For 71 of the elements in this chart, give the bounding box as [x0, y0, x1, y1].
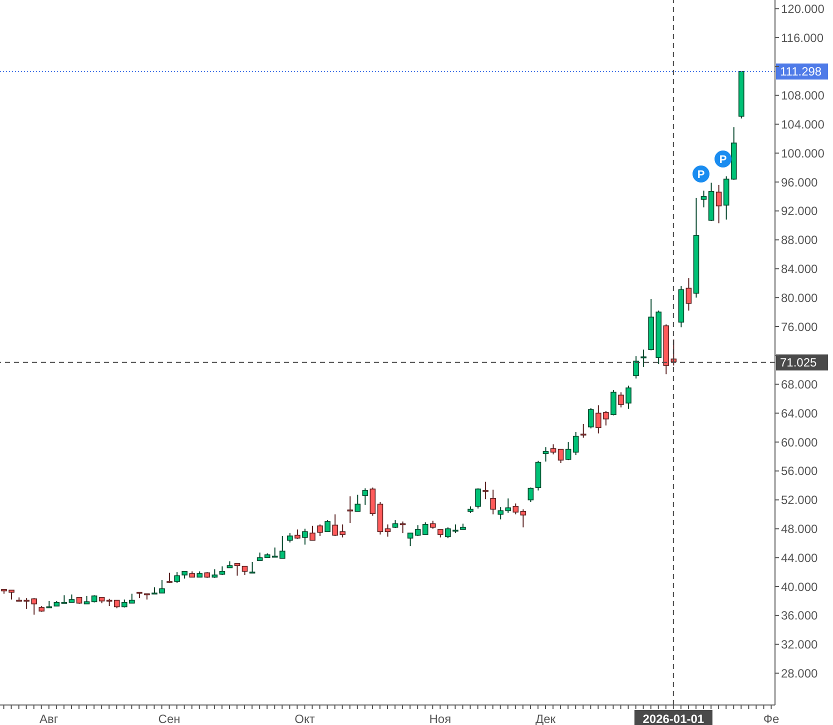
ref-line-label: 71.025	[780, 355, 818, 370]
candlestick	[633, 356, 639, 380]
candlestick	[61, 594, 68, 604]
candlestick	[558, 448, 564, 464]
candlestick	[520, 508, 526, 528]
annotation: P	[697, 169, 705, 182]
candlestick	[482, 481, 488, 500]
candlestick	[294, 528, 300, 540]
candlestick	[565, 442, 572, 461]
candlestick	[174, 572, 180, 584]
candlestick	[407, 532, 414, 547]
y-tick-label: 64.000	[781, 406, 818, 420]
candlestick	[528, 487, 534, 503]
candlestick	[384, 524, 391, 538]
candlestick	[610, 390, 616, 416]
candlestick	[686, 278, 692, 312]
candlestick	[324, 520, 330, 532]
candlestick	[166, 572, 172, 584]
y-tick-label: 48.000	[781, 522, 818, 536]
y-tick-label: 76.000	[781, 320, 818, 334]
letter-badge-icon: P	[692, 165, 710, 184]
candlestick	[572, 431, 579, 456]
candlestick	[490, 489, 496, 515]
y-tick-label: 40.000	[781, 580, 818, 594]
y-tick-label: 84.000	[781, 262, 818, 276]
y-tick-label: 28.000	[781, 666, 818, 680]
x-tick-label: Сен	[158, 712, 180, 725]
y-tick-label: 80.000	[781, 290, 818, 305]
candlestick	[287, 532, 293, 543]
candlestick	[640, 349, 646, 368]
y-tick-label: 104.000	[781, 118, 825, 132]
x-tick-label: Окт	[294, 712, 316, 725]
candlestick	[542, 446, 549, 462]
y-tick-label: 36.000	[781, 608, 818, 623]
y-tick-label: 92.000	[781, 204, 818, 218]
y-tick-label: 52.000	[781, 493, 818, 508]
x-tick-label: 2026-01-01	[642, 712, 704, 725]
letter-badge-icon: P	[714, 150, 732, 168]
y-tick-label: 32.000	[781, 638, 818, 652]
candlestick	[475, 488, 481, 510]
candlestick	[618, 392, 624, 408]
ref-line-label: 111.298	[780, 64, 822, 79]
candlestick	[249, 561, 256, 574]
y-tick-label: 60.000	[781, 435, 818, 450]
candlestick	[580, 424, 586, 438]
y-tick-label: 44.000	[781, 550, 818, 565]
x-tick-label: Авг	[40, 712, 59, 725]
candlestick	[716, 184, 722, 224]
y-tick-label: 120.000	[781, 2, 825, 16]
candlestick	[414, 524, 421, 536]
candlestick	[302, 528, 308, 546]
candlestick	[422, 522, 428, 536]
annotation: P	[719, 154, 727, 166]
candlestick	[550, 444, 556, 455]
y-tick-label: 100.000	[781, 146, 825, 160]
candlestick	[626, 385, 632, 410]
candlestick	[588, 408, 594, 429]
y-tick-label: 116.000	[781, 30, 824, 45]
y-tick-label: 108.000	[781, 88, 825, 103]
x-tick-label: Ноя	[429, 712, 452, 725]
y-tick-label: 96.000	[781, 175, 818, 190]
y-tick-label: 68.000	[781, 378, 818, 392]
candlestick	[354, 494, 361, 512]
candlestick	[512, 502, 519, 515]
candlestick	[347, 496, 354, 524]
candlestick	[234, 562, 240, 576]
candlestick	[362, 488, 368, 506]
y-tick-label: 88.000	[781, 233, 818, 248]
y-tick-label: 56.000	[781, 464, 818, 478]
candlestick	[700, 190, 707, 208]
x-tick-label: Фе	[763, 712, 780, 725]
